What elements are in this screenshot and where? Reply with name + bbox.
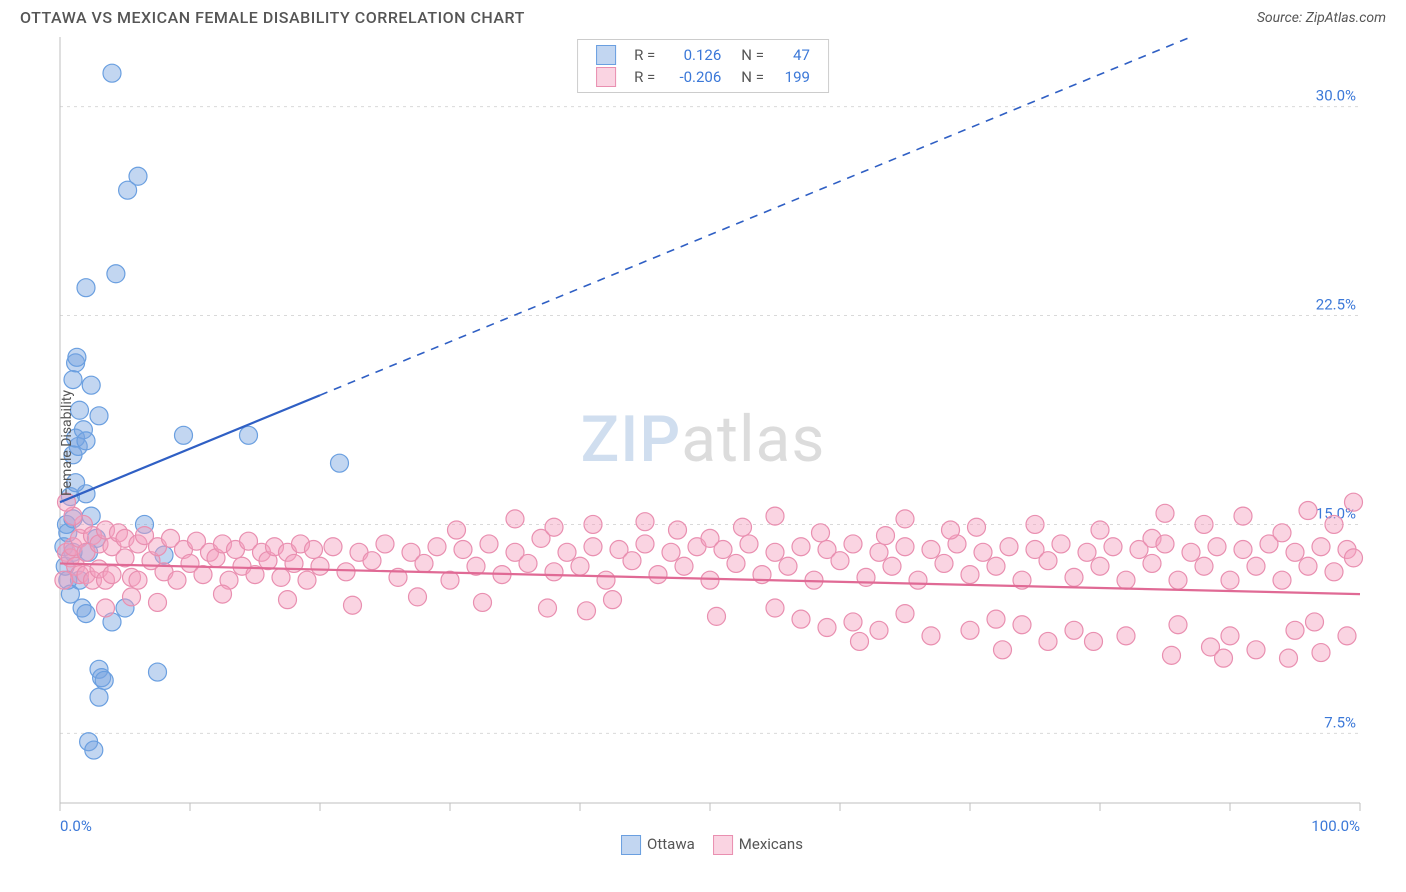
legend-series-label: Ottawa <box>647 835 695 853</box>
legend-swatch-icon <box>621 835 641 855</box>
series-mexicans <box>55 493 1363 667</box>
legend-row: R =-0.206N =199 <box>590 66 816 88</box>
legend-correlation: R =0.126N =47R =-0.206N =199 <box>577 39 829 93</box>
x-axis-max-label: 100.0% <box>1311 817 1360 835</box>
x-axis-min-label: 0.0% <box>60 817 92 835</box>
y-tick-label: 30.0% <box>1316 87 1356 105</box>
legend-n-value: 199 <box>770 66 816 88</box>
legend-n-value: 47 <box>770 44 816 66</box>
scatter-chart: 7.5%15.0%22.5%30.0%0.0%100.0% <box>20 33 1386 853</box>
series-ottawa <box>55 64 349 759</box>
chart-title: OTTAWA VS MEXICAN FEMALE DISABILITY CORR… <box>20 8 525 27</box>
legend-r-label: R = <box>628 66 661 88</box>
legend-r-value: 0.126 <box>661 44 727 66</box>
legend-r-label: R = <box>628 44 661 66</box>
legend-series-label: Mexicans <box>739 835 803 853</box>
legend-swatch-icon <box>596 67 616 87</box>
legend-swatch-icon <box>713 835 733 855</box>
y-tick-label: 7.5% <box>1324 713 1356 731</box>
legend-n-label: N = <box>727 66 770 88</box>
legend-r-value: -0.206 <box>661 66 727 88</box>
legend-n-label: N = <box>727 44 770 66</box>
y-axis-label: Female Disability <box>59 390 75 496</box>
chart-area: Female Disability ZIPatlas 7.5%15.0%22.5… <box>20 33 1386 853</box>
y-tick-label: 22.5% <box>1316 296 1356 314</box>
chart-source: Source: ZipAtlas.com <box>1257 10 1386 26</box>
legend-row: R =0.126N =47 <box>590 44 816 66</box>
legend-series: Ottawa Mexicans <box>603 835 803 855</box>
header: OTTAWA VS MEXICAN FEMALE DISABILITY CORR… <box>0 0 1406 33</box>
legend-swatch-icon <box>596 45 616 65</box>
